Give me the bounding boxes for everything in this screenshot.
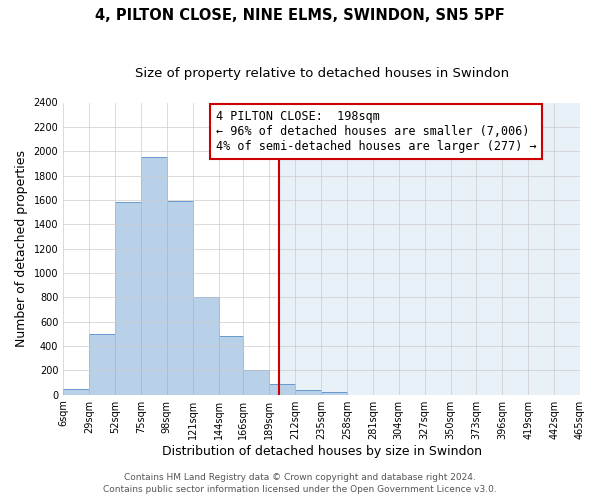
X-axis label: Distribution of detached houses by size in Swindon: Distribution of detached houses by size … [161, 444, 482, 458]
Bar [115, 202, 141, 394]
Text: Contains HM Land Registry data © Crown copyright and database right 2024.
Contai: Contains HM Land Registry data © Crown c… [103, 472, 497, 494]
Bar [141, 158, 167, 394]
Bar [244, 370, 269, 394]
Y-axis label: Number of detached properties: Number of detached properties [15, 150, 28, 347]
Bar [89, 334, 115, 394]
Bar [269, 384, 295, 394]
Bar [218, 336, 244, 394]
Bar [321, 392, 347, 394]
Bar [280, 102, 580, 395]
Title: Size of property relative to detached houses in Swindon: Size of property relative to detached ho… [134, 68, 509, 80]
Bar [295, 390, 321, 394]
Text: 4 PILTON CLOSE:  198sqm
← 96% of detached houses are smaller (7,006)
4% of semi-: 4 PILTON CLOSE: 198sqm ← 96% of detached… [215, 110, 536, 153]
Bar [193, 298, 218, 394]
Text: 4, PILTON CLOSE, NINE ELMS, SWINDON, SN5 5PF: 4, PILTON CLOSE, NINE ELMS, SWINDON, SN5… [95, 8, 505, 22]
Bar [167, 201, 193, 394]
Bar [63, 388, 89, 394]
